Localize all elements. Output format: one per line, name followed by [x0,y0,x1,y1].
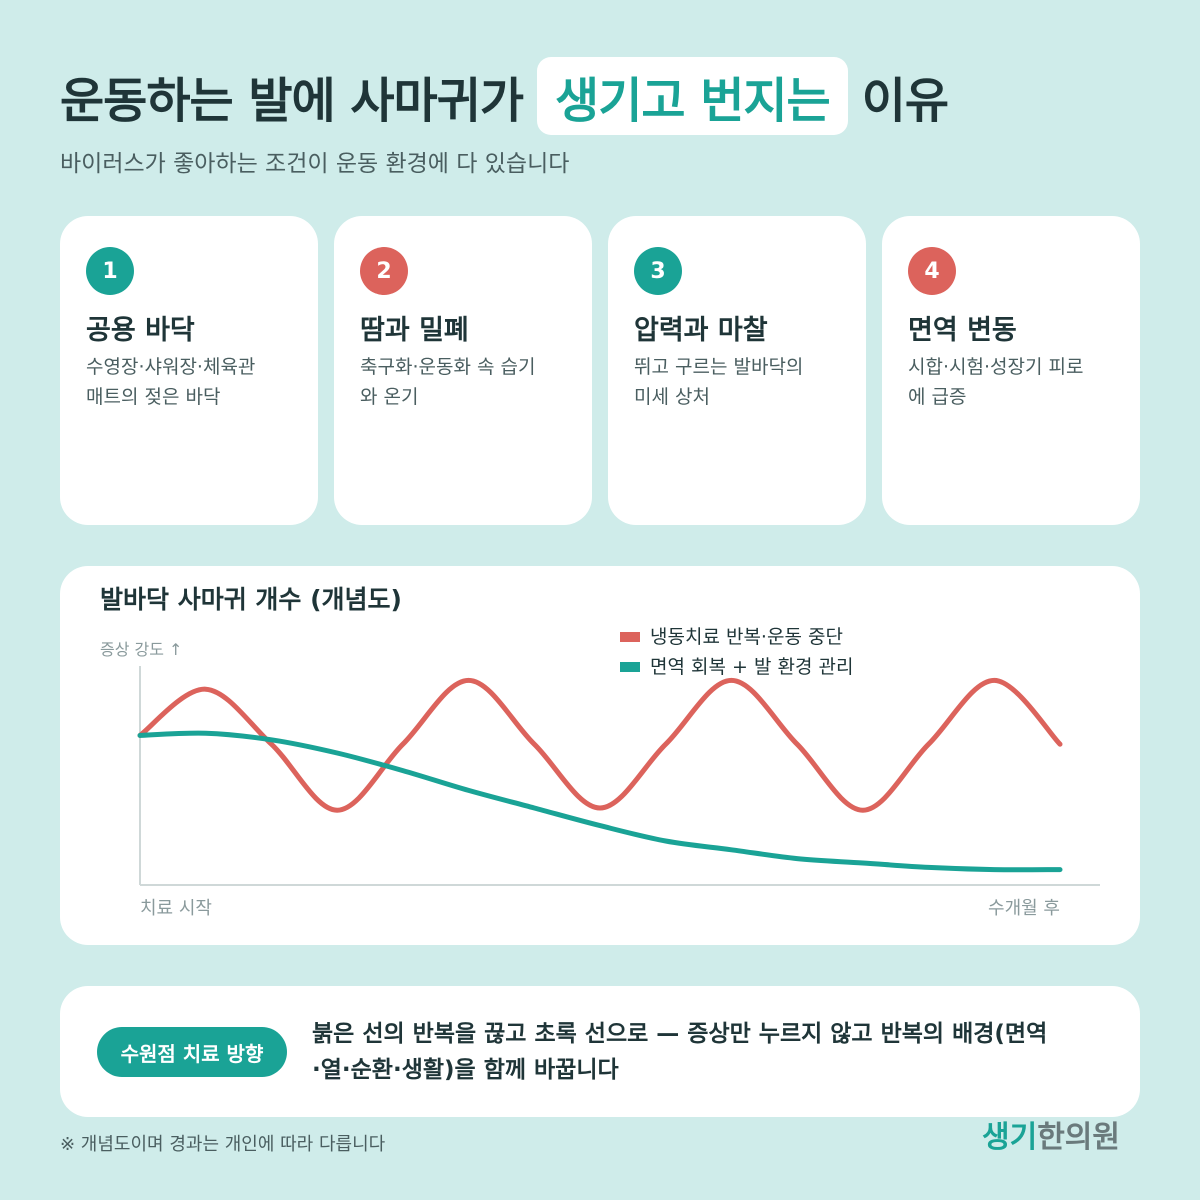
card-number: 2 [360,247,408,295]
card-title: 면역 변동 [908,315,1017,346]
card-number: 4 [908,247,956,295]
card-line: 에 급증 [908,386,967,408]
note-badge: 수원점 치료 방향 [97,1027,287,1077]
card-line: 시합·시험·성장기 피로 [908,356,1084,378]
logo: 생기한의원 [982,1112,1120,1156]
card-title: 압력과 마찰 [634,315,768,346]
note-line: 붉은 선의 반복을 끊고 초록 선으로 — 증상만 누르지 않고 반복의 배경(… [312,1021,1048,1047]
note-card: 수원점 치료 방향 붉은 선의 반복을 끊고 초록 선으로 — 증상만 누르지 … [60,986,1140,1117]
x-tick-label: 수개월 후 [988,898,1060,919]
title-part: 이유 [861,73,949,129]
card-line: 뛰고 구르는 발바닥의 [634,356,804,378]
chart: 발바닥 사마귀 개수 (개념도) 증상 강도 ↑ 치료 시작 수개월 후 냉동치료 … [100,585,1100,919]
chart-title: 발바닥 사마귀 개수 (개념도) [100,585,402,614]
logo-part: 한의원 [1037,1120,1120,1155]
card-title: 공용 바닥 [86,315,195,346]
card-number: 1 [86,247,134,295]
card-title: 땀과 밀폐 [360,315,469,346]
title-highlight: 생기고 번지는 [537,57,848,135]
x-tick-label: 치료 시작 [140,898,212,919]
note-text: 붉은 선의 반복을 끊고 초록 선으로 — 증상만 누르지 않고 반복의 배경(… [312,1016,1047,1088]
disclaimer: ※ 개념도이며 경과는 개인에 따라 다릅니다 [60,1134,386,1155]
card-line: 미세 상처 [634,386,710,408]
title-part: 운동하는 발에 사마귀가 [60,73,524,129]
card-line: 와 온기 [360,386,419,408]
card-line: 매트의 젖은 바닥 [86,386,221,408]
line-series [137,677,1063,813]
card-line: 수영장·샤워장·체육관 [86,356,256,378]
note-line: ·열·순환·생활)을 함께 바꿉니다 [312,1057,619,1083]
title: 운동하는 발에 사마귀가 생기고 번지는 이유 [60,56,949,136]
subtitle: 바이러스가 좋아하는 조건이 운동 환경에 다 있습니다 [60,151,570,177]
legend-swatch [620,632,640,642]
card-line: 축구화·운동화 속 습기 [360,356,536,378]
card-number: 3 [634,247,682,295]
legend-swatch [620,662,640,672]
chart-card: 발바닥 사마귀 개수 (개념도) 증상 강도 ↑ 치료 시작 수개월 후 냉동치료 … [60,566,1140,945]
legend-label: 면역 회복 + 발 환경 관리 [650,656,853,678]
y-axis-label: 증상 강도 ↑ [100,640,182,659]
logo-part: 생기 [981,1120,1038,1155]
legend-label: 냉동치료 반복·운동 중단 [650,626,843,648]
line-series [137,730,1063,873]
